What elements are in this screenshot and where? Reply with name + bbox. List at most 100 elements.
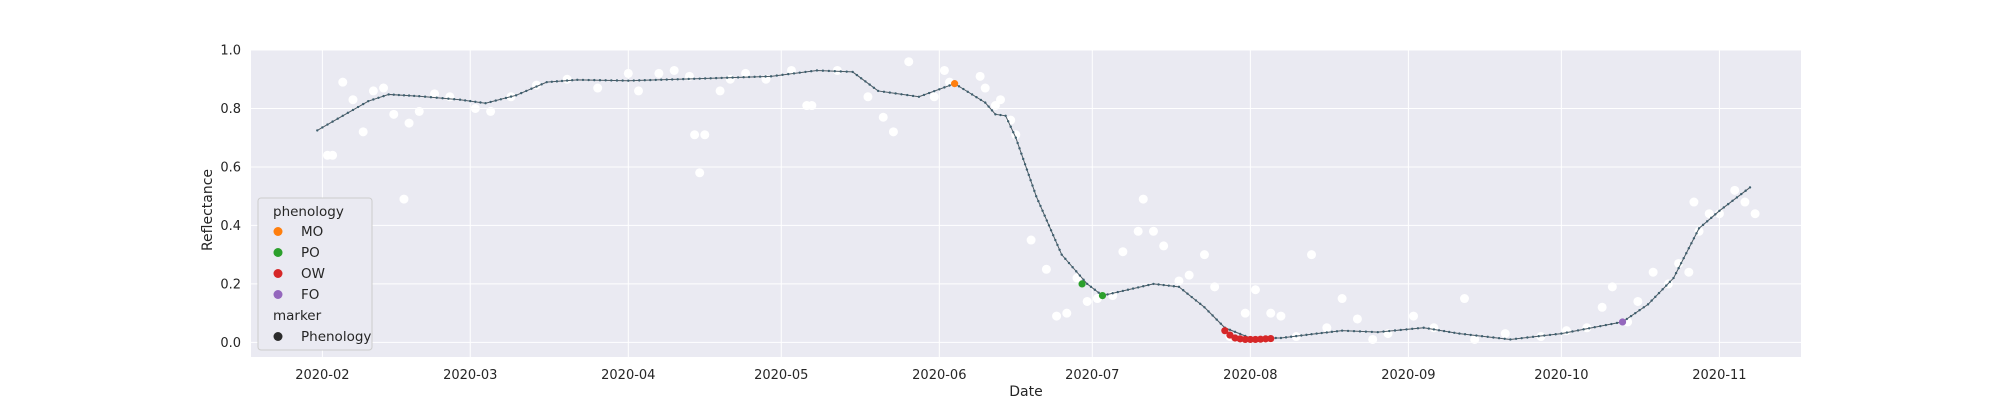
smooth-point (1587, 327, 1591, 330)
smooth-point (1049, 229, 1053, 232)
smooth-point (1211, 314, 1214, 317)
smooth-point (1492, 336, 1495, 339)
smooth-point (1340, 329, 1344, 332)
raw-point (654, 68, 664, 78)
smooth-point (1078, 274, 1082, 277)
smooth-point (346, 111, 350, 115)
smooth-point (1177, 285, 1181, 289)
raw-point (1307, 250, 1317, 260)
smooth-point (994, 113, 997, 116)
smooth-point (714, 76, 718, 80)
smooth-point (692, 77, 696, 81)
smooth-point (1543, 334, 1546, 337)
smooth-point (1722, 206, 1725, 209)
smooth-point (906, 93, 909, 97)
smooth-point (1194, 299, 1198, 302)
smooth-point (581, 78, 585, 82)
smooth-point (966, 90, 969, 93)
y-tick-label: 0.6 (220, 160, 241, 175)
smooth-point (1199, 302, 1202, 306)
raw-point (1337, 294, 1347, 304)
smooth-point (1582, 328, 1585, 331)
raw-point (470, 103, 480, 113)
smooth-point (1679, 261, 1683, 265)
phenology-points (951, 80, 1627, 344)
smooth-point (764, 75, 767, 78)
smooth-point (1228, 328, 1232, 332)
smooth-point (1682, 256, 1685, 260)
raw-point (338, 77, 348, 87)
smooth-point (484, 102, 487, 105)
raw-point (1648, 267, 1658, 277)
smooth-point (604, 79, 607, 82)
smooth-point (489, 100, 492, 104)
smooth-point (938, 88, 941, 91)
smooth-point (453, 98, 456, 101)
smooth-point (1625, 317, 1628, 321)
raw-point (1266, 308, 1276, 318)
smooth-point (917, 95, 921, 98)
smooth-point (1740, 192, 1743, 196)
raw-point (1429, 323, 1439, 333)
smooth-point (979, 98, 983, 102)
y-tick-label: 0.4 (220, 219, 241, 234)
smooth-point (1705, 220, 1709, 223)
smooth-point (703, 77, 707, 80)
smooth-point (1393, 329, 1397, 332)
raw-point (690, 130, 700, 140)
raw-point (1250, 285, 1260, 295)
smooth-point (1629, 314, 1633, 318)
smooth-point (367, 99, 370, 103)
smooth-point (1677, 266, 1680, 270)
smooth-point (525, 89, 528, 93)
smooth-point (687, 77, 690, 81)
raw-point (1041, 264, 1051, 274)
smooth-point (855, 73, 859, 77)
smooth-point (676, 78, 679, 81)
legend-marker-mo (273, 227, 283, 236)
smooth-point (1093, 288, 1097, 291)
smooth-point (1571, 330, 1574, 333)
smooth-point (598, 79, 602, 82)
legend-frame (257, 197, 373, 351)
y-tick-labels: 0.0 0.2 0.4 0.6 0.8 1.0 (220, 44, 241, 351)
raw-point (1689, 197, 1699, 207)
smooth-point (1714, 213, 1717, 216)
raw-point (929, 92, 939, 102)
raw-point (715, 86, 725, 96)
smooth-point (1744, 189, 1747, 192)
smooth-point (1634, 311, 1637, 315)
smooth-point (643, 79, 646, 82)
smooth-point (463, 99, 467, 102)
smooth-point (1009, 125, 1012, 128)
phenology-point-ow (1256, 335, 1265, 343)
x-tick-labels: 2020-02 2020-03 2020-04 2020-05 2020-06 2020-… (295, 368, 1746, 383)
smooth-point (1548, 333, 1552, 337)
smooth-point (1075, 270, 1078, 273)
raw-point (975, 71, 985, 81)
raw-point (414, 106, 424, 116)
smooth-point (387, 93, 390, 96)
smooth-point (1121, 289, 1125, 293)
smooth-point (1310, 333, 1313, 336)
x-tick-label: 2020-09 (1381, 368, 1435, 383)
smooth-point (638, 79, 641, 82)
phenology-point-ow (1267, 334, 1275, 343)
raw-point (1561, 326, 1571, 336)
raw-point (832, 65, 842, 75)
smooth-point (1685, 252, 1688, 255)
smooth-point (665, 78, 668, 81)
phenology-point-po (1078, 280, 1086, 288)
smooth-point (1486, 335, 1489, 339)
legend-marker-fo (273, 290, 283, 299)
smooth-point (1027, 173, 1030, 177)
raw-point (430, 89, 440, 99)
smooth-point (1071, 265, 1074, 269)
smooth-point (1358, 330, 1362, 333)
smooth-point (321, 126, 324, 129)
smooth-point (458, 98, 462, 101)
smooth-point (1047, 224, 1051, 227)
raw-point (695, 168, 705, 178)
smooth-point (1172, 285, 1176, 288)
smooth-point (1735, 196, 1739, 199)
